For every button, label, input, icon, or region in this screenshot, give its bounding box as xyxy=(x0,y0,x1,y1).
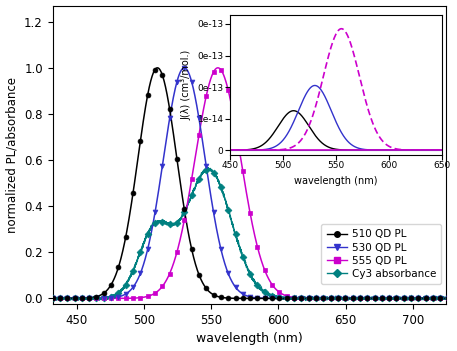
Legend: 510 QD PL, 530 QD PL, 555 QD PL, Cy3 absorbance: 510 QD PL, 530 QD PL, 555 QD PL, Cy3 abs… xyxy=(321,224,441,284)
Y-axis label: normalized PL/absorbance: normalized PL/absorbance xyxy=(5,77,19,233)
X-axis label: wavelength (nm): wavelength (nm) xyxy=(196,332,303,345)
